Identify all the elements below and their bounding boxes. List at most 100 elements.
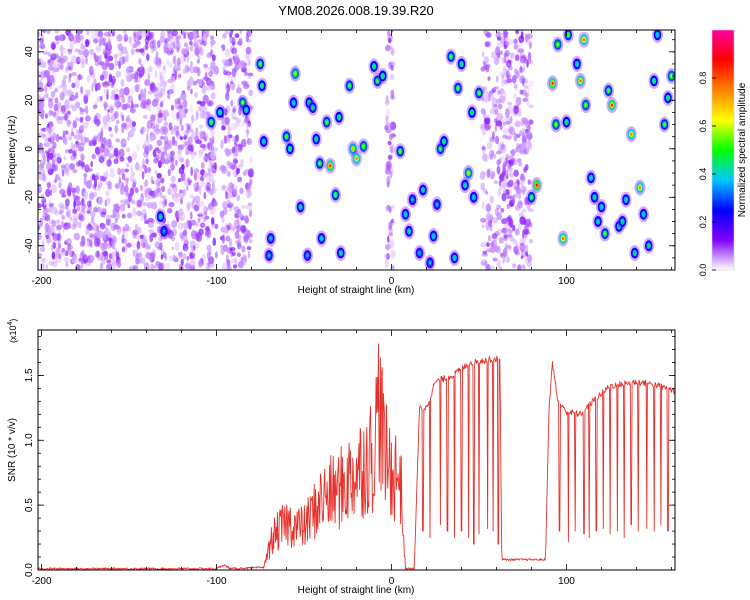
noise-blob [185, 148, 189, 154]
noise-blob [203, 171, 207, 179]
noise-blob [240, 204, 247, 209]
spectrogram-ylabel: Frequency (Hz) [7, 116, 18, 185]
noise-blob [496, 89, 501, 96]
noise-blob [183, 99, 188, 109]
x-tick-label: -200 [31, 576, 51, 587]
noise-blob [126, 37, 133, 43]
noise-blob [78, 213, 84, 220]
noise-blob [72, 217, 78, 227]
noise-blob [85, 55, 88, 65]
noise-blob [517, 222, 523, 230]
noise-blob [135, 257, 140, 265]
noise-blob [225, 71, 232, 76]
noise-blob [90, 191, 95, 199]
noise-blob [524, 78, 528, 85]
noise-blob [503, 44, 508, 50]
noise-blob [114, 218, 118, 224]
noise-blob [509, 236, 515, 242]
noise-blob [178, 104, 183, 110]
noise-blob [103, 172, 107, 179]
noise-blob [387, 61, 392, 70]
noise-blob [202, 253, 206, 262]
noise-blob [182, 244, 186, 251]
noise-blob [521, 78, 525, 87]
noise-blob [55, 247, 60, 257]
noise-blob [499, 88, 505, 95]
noise-blob [85, 228, 90, 235]
noise-blob [489, 153, 494, 160]
noise-blob [73, 222, 76, 229]
noise-blob [384, 254, 389, 259]
noise-blob [241, 245, 246, 253]
noise-blob [78, 56, 85, 63]
noise-blob [111, 114, 115, 122]
noise-blob [80, 86, 83, 95]
noise-blob [212, 237, 217, 246]
noise-blob [201, 84, 207, 95]
noise-blob [67, 188, 72, 197]
noise-blob [490, 264, 495, 270]
spectral-peak [578, 31, 590, 48]
noise-blob [54, 59, 59, 68]
noise-blob [234, 33, 240, 38]
noise-blob [110, 75, 116, 85]
noise-blob [388, 232, 394, 237]
noise-blob [108, 73, 113, 83]
noise-blob [75, 117, 80, 122]
noise-blob [121, 238, 128, 245]
noise-blob [179, 157, 185, 163]
noise-blob [185, 158, 189, 168]
noise-blob [89, 70, 95, 78]
spectral-peak [473, 85, 485, 102]
noise-blob [160, 87, 165, 93]
noise-blob [520, 173, 525, 182]
noise-blob [83, 93, 89, 100]
noise-blob [54, 157, 60, 162]
noise-blob [200, 162, 205, 169]
noise-blob [103, 100, 108, 106]
noise-blob [521, 127, 527, 138]
noise-blob [139, 48, 144, 53]
noise-blob [40, 257, 45, 263]
noise-blob [481, 224, 485, 229]
noise-blob [479, 123, 487, 131]
noise-blob [121, 103, 128, 111]
noise-blob [164, 255, 168, 261]
noise-blob [83, 173, 88, 178]
noise-blob [56, 118, 63, 125]
noise-blob [140, 93, 147, 104]
noise-blob [150, 121, 156, 129]
noise-blob [224, 30, 230, 35]
noise-blob [202, 94, 209, 104]
noise-blob [110, 95, 116, 100]
noise-blob [507, 233, 513, 238]
noise-blob [207, 258, 211, 267]
noise-blob [163, 158, 170, 165]
noise-blob [50, 111, 57, 117]
noise-blob [155, 51, 159, 60]
noise-blob [129, 239, 136, 247]
noise-blob [85, 115, 91, 122]
spectral-peak [599, 225, 611, 242]
noise-blob [78, 129, 83, 134]
noise-blob [208, 66, 215, 72]
noise-blob [90, 30, 97, 34]
noise-blob [245, 115, 248, 122]
noise-blob [40, 193, 45, 200]
noise-blob [44, 137, 49, 143]
noise-blob [174, 192, 179, 198]
noise-blob [187, 144, 193, 152]
spectral-peak [347, 140, 359, 157]
noise-blob [93, 135, 98, 140]
noise-blob [528, 59, 532, 65]
noise-blob [247, 59, 251, 66]
noise-blob [210, 168, 215, 172]
noise-blob [513, 84, 518, 89]
noise-blob [99, 54, 102, 63]
noise-blob [187, 181, 192, 186]
noise-blob [118, 60, 121, 69]
noise-blob [527, 262, 532, 268]
noise-blob [99, 131, 104, 140]
noise-blob [147, 221, 154, 229]
noise-blob [221, 185, 226, 191]
